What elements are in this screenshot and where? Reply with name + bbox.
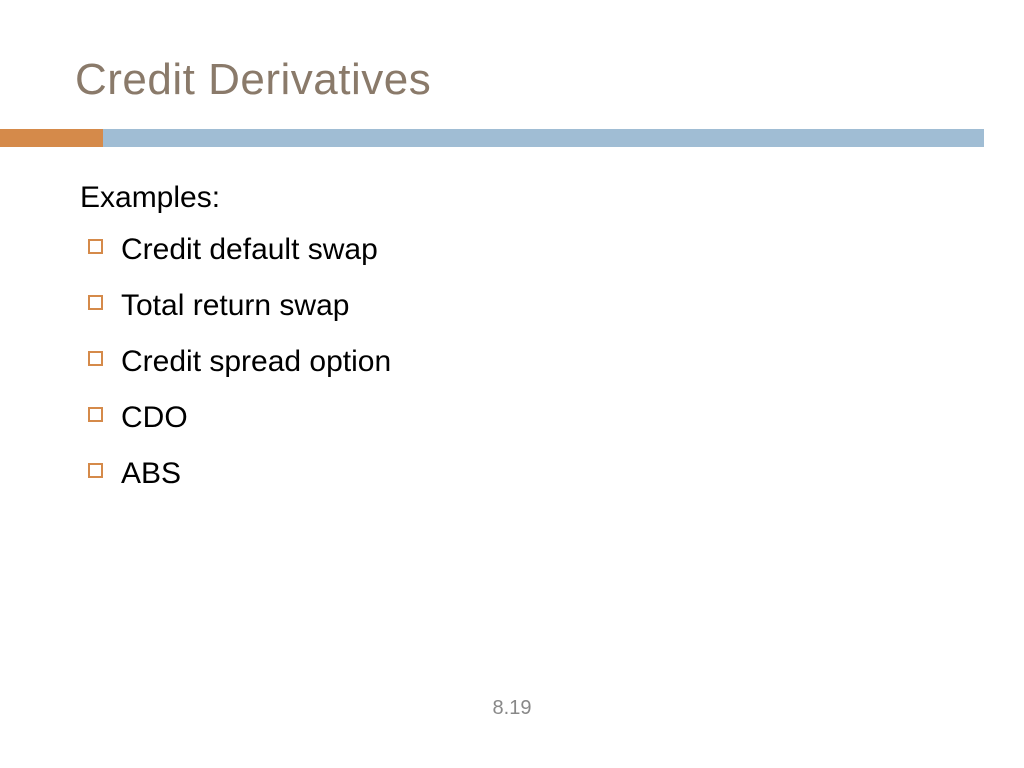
divider-main [103, 129, 984, 147]
square-bullet-icon [88, 295, 103, 310]
square-bullet-icon [88, 239, 103, 254]
slide-title: Credit Derivatives [75, 55, 984, 105]
list-item: Credit default swap [88, 229, 984, 271]
slide-content: Examples: Credit default swap Total retu… [75, 181, 984, 495]
bullet-text: ABS [121, 453, 181, 495]
list-item: Total return swap [88, 285, 984, 327]
list-item: Credit spread option [88, 341, 984, 383]
list-item: CDO [88, 397, 984, 439]
bullet-text: Credit spread option [121, 341, 391, 383]
square-bullet-icon [88, 463, 103, 478]
square-bullet-icon [88, 407, 103, 422]
divider-accent [0, 129, 103, 147]
bullet-text: Credit default swap [121, 229, 378, 271]
slide-container: Credit Derivatives Examples: Credit defa… [0, 0, 1024, 768]
bullet-text: CDO [121, 397, 188, 439]
divider-bar [0, 129, 984, 147]
bullet-list: Credit default swap Total return swap Cr… [80, 229, 984, 495]
subheading: Examples: [80, 181, 984, 215]
list-item: ABS [88, 453, 984, 495]
bullet-text: Total return swap [121, 285, 349, 327]
square-bullet-icon [88, 351, 103, 366]
page-number: 8.19 [493, 697, 532, 720]
